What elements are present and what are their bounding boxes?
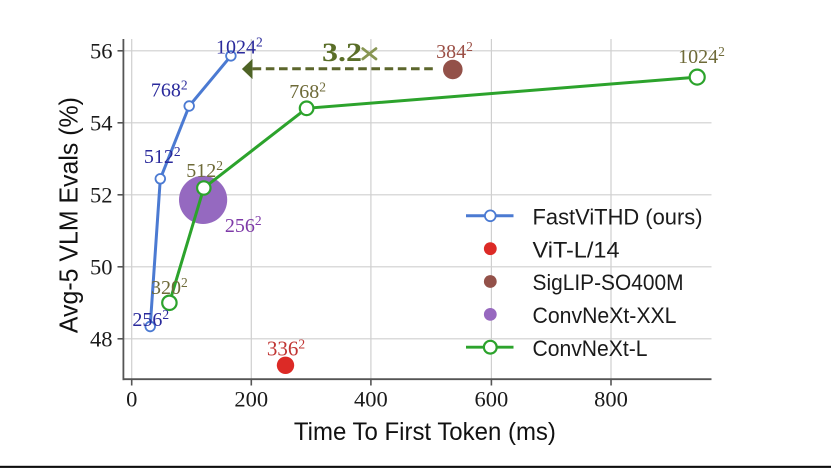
svg-text:10242: 10242 [678, 44, 725, 68]
svg-text:56: 56 [90, 39, 113, 64]
svg-text:0: 0 [126, 387, 137, 412]
svg-text:Time To First Token (ms): Time To First Token (ms) [294, 418, 556, 446]
svg-text:50: 50 [90, 255, 113, 280]
svg-text:7682: 7682 [151, 78, 188, 102]
svg-text:ViT-L/14: ViT-L/14 [533, 237, 620, 262]
svg-text:3842: 3842 [436, 39, 473, 63]
svg-text:800: 800 [594, 387, 628, 412]
svg-text:ConvNeXt-L: ConvNeXt-L [533, 336, 648, 361]
svg-text:5122: 5122 [186, 158, 223, 182]
svg-text:SigLIP-SO400M: SigLIP-SO400M [533, 270, 684, 295]
svg-text:52: 52 [90, 183, 113, 208]
svg-text:10242: 10242 [216, 35, 263, 59]
svg-text:5122: 5122 [144, 144, 181, 168]
svg-text:54: 54 [90, 111, 113, 136]
svg-text:Avg-5 VLM Evals (%): Avg-5 VLM Evals (%) [54, 97, 84, 333]
svg-text:7682: 7682 [289, 79, 326, 103]
svg-text:400: 400 [354, 387, 388, 412]
svg-text:2562: 2562 [132, 307, 169, 331]
svg-text:600: 600 [475, 387, 509, 412]
svg-text:2562: 2562 [225, 213, 262, 237]
svg-text:ConvNeXt-XXL: ConvNeXt-XXL [533, 303, 677, 328]
svg-text:3202: 3202 [151, 275, 188, 299]
svg-text:3.2: 3.2 [322, 38, 362, 67]
svg-text:200: 200 [234, 387, 268, 412]
svg-text:FastViTHD (ours): FastViTHD (ours) [533, 205, 703, 230]
svg-text:48: 48 [90, 327, 113, 352]
